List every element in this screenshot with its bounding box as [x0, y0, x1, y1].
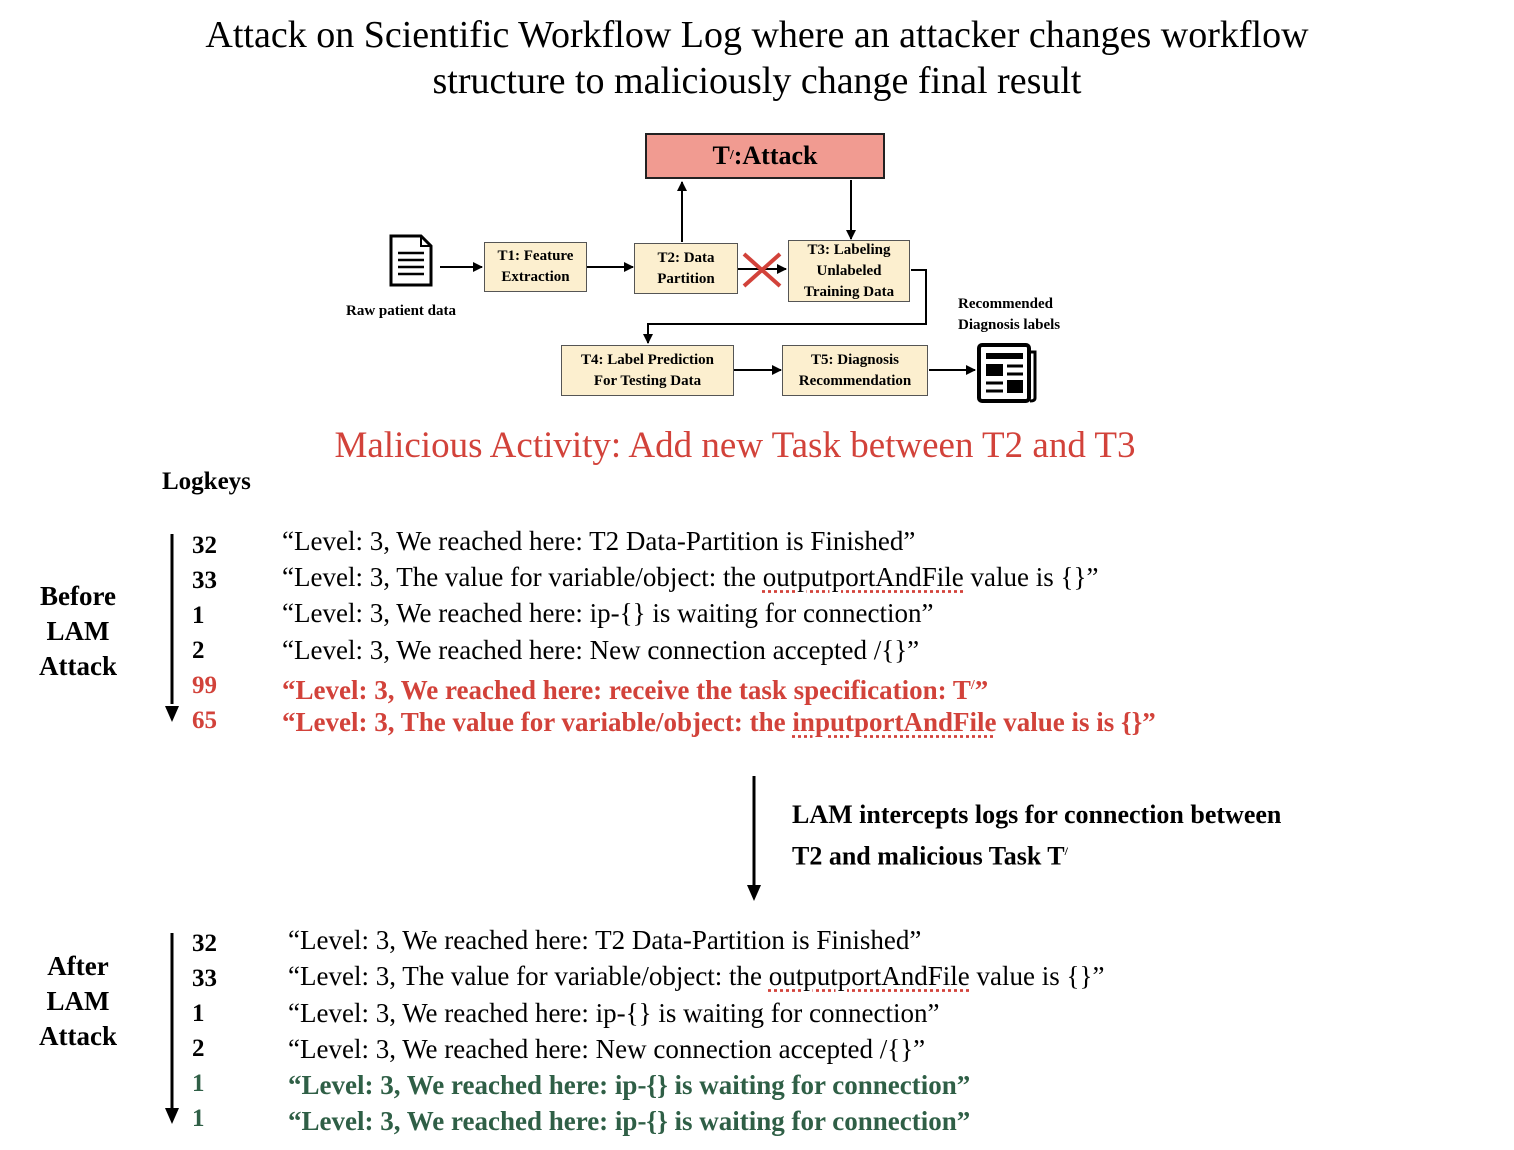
attack-task-box: T /:Attack [645, 133, 885, 179]
task-t4-box: T4: Label Prediction For Testing Data [561, 345, 734, 396]
log-text: “Level: 3, We reached here: ip-{} is wai… [282, 598, 934, 628]
log-text: “Level: 3, We reached here: receive the … [282, 675, 971, 705]
log-text: “Level: 3, The value for variable/object… [282, 707, 793, 737]
after-label-line-3: Attack [39, 1021, 117, 1051]
blocked-connection-cross-icon [742, 252, 782, 288]
before-key-1: 32 [192, 532, 217, 559]
page-title: Attack on Scientific Workflow Log where … [0, 12, 1514, 104]
log-text: “Level: 3, We reached here: New connecti… [282, 635, 920, 665]
log-sup: / [970, 678, 975, 693]
log-text-end: ” [974, 675, 989, 705]
log-text: “Level: 3, The value for variable/object… [282, 562, 763, 592]
after-key-5: 1 [192, 1070, 205, 1097]
task-t2-box: T2: Data Partition [634, 243, 738, 294]
before-key-3: 1 [192, 602, 205, 629]
task-t1-box: T1: Feature Extraction [484, 242, 587, 292]
after-log-row-5-injected: “Level: 3, We reached here: ip-{} is wai… [288, 1067, 970, 1103]
attack-label-sup: / [729, 148, 734, 163]
before-log-row-4: “Level: 3, We reached here: New connecti… [282, 632, 919, 668]
before-lam-attack-label: Before LAM Attack [18, 579, 138, 684]
attack-label-rest: :Attack [733, 141, 818, 170]
after-lam-attack-label: After LAM Attack [18, 949, 138, 1054]
malicious-activity-caption: Malicious Activity: Add new Task between… [334, 425, 1136, 466]
logkeys-header: Logkeys [162, 468, 251, 495]
after-label-line-1: After [47, 951, 109, 981]
t5-line-1: T5: Diagnosis [811, 351, 899, 368]
task-t5-box: T5: Diagnosis Recommendation [782, 345, 928, 396]
after-label-line-2: LAM [46, 986, 110, 1016]
t4-line-2: For Testing Data [593, 372, 702, 389]
log-text-end: value is {}” [969, 961, 1105, 991]
lam-note-line-2-sup: / [1064, 844, 1068, 858]
recommended-line-2: Diagnosis labels [958, 317, 1061, 333]
title-line-1: Attack on Scientific Workflow Log where … [205, 14, 1309, 56]
before-key-2: 33 [192, 567, 217, 594]
before-log-row-2: “Level: 3, The value for variable/object… [282, 559, 1098, 595]
after-log-row-2: “Level: 3, The value for variable/object… [288, 958, 1104, 994]
after-log-row-3: “Level: 3, We reached here: ip-{} is wai… [288, 995, 939, 1031]
log-text: “Level: 3, We reached here: ip-{} is wai… [288, 1106, 971, 1136]
raw-data-label: Raw patient data [346, 303, 457, 319]
t2-line-1: T2: Data [657, 249, 715, 266]
t5-line-2: Recommendation [798, 372, 912, 389]
log-identifier: outputportAndFile [768, 961, 970, 991]
log-text-end: value is {}” [963, 562, 1099, 592]
after-key-3: 1 [192, 1000, 205, 1027]
document-icon [389, 234, 433, 287]
t2-line-2: Partition [657, 270, 715, 287]
title-line-2: structure to maliciously change final re… [432, 60, 1082, 102]
after-key-4: 2 [192, 1035, 205, 1062]
recommended-labels-caption: Recommended Diagnosis labels [958, 294, 1060, 336]
log-identifier: outputportAndFile [762, 562, 964, 592]
before-label-line-2: LAM [46, 616, 110, 646]
log-text: “Level: 3, We reached here: New connecti… [288, 1034, 926, 1064]
lam-intercept-note: LAM intercepts logs for connection betwe… [792, 797, 1281, 875]
newspaper-icon [977, 343, 1037, 403]
before-log-row-6-malicious: “Level: 3, The value for variable/object… [282, 704, 1156, 740]
after-log-row-4: “Level: 3, We reached here: New connecti… [288, 1031, 925, 1067]
log-text: “Level: 3, We reached here: ip-{} is wai… [288, 998, 940, 1028]
after-key-1: 32 [192, 930, 217, 957]
after-key-6: 1 [192, 1105, 205, 1132]
before-label-line-1: Before [40, 581, 116, 611]
task-t3-box: T3: Labeling Unlabeled Training Data [788, 240, 910, 302]
log-text-end: value is is {}” [996, 707, 1156, 737]
t3-line-3: Training Data [803, 283, 895, 300]
t1-line-2: Extraction [501, 269, 570, 285]
t3-line-2: Unlabeled [816, 262, 882, 279]
attack-label-main: T [712, 141, 730, 170]
log-text: “Level: 3, The value for variable/object… [288, 961, 769, 991]
log-text: “Level: 3, We reached here: ip-{} is wai… [288, 1070, 971, 1100]
t1-line-1: T1: Feature [497, 248, 574, 264]
lam-note-line-2: T2 and malicious Task T/ [792, 833, 1281, 875]
log-text: “Level: 3, We reached here: T2 Data-Part… [288, 925, 922, 955]
lam-note-line-1: LAM intercepts logs for connection betwe… [792, 800, 1282, 829]
before-key-6: 65 [192, 707, 217, 734]
lam-note-line-2-main: T2 and malicious Task T [792, 841, 1065, 871]
before-log-row-3: “Level: 3, We reached here: ip-{} is wai… [282, 595, 933, 631]
before-label-line-3: Attack [39, 651, 117, 681]
recommended-line-1: Recommended [958, 296, 1053, 312]
after-log-row-6-injected: “Level: 3, We reached here: ip-{} is wai… [288, 1103, 970, 1139]
before-key-4: 2 [192, 637, 205, 664]
before-log-row-5-malicious: “Level: 3, We reached here: receive the … [282, 668, 988, 708]
log-text: “Level: 3, We reached here: T2 Data-Part… [282, 526, 916, 556]
log-identifier: inputportAndFile [792, 707, 997, 737]
before-key-5: 99 [192, 672, 217, 699]
t4-line-1: T4: Label Prediction [580, 351, 715, 368]
t3-line-1: T3: Labeling [807, 241, 891, 258]
before-log-row-1: “Level: 3, We reached here: T2 Data-Part… [282, 523, 915, 559]
after-key-2: 33 [192, 965, 217, 992]
after-log-row-1: “Level: 3, We reached here: T2 Data-Part… [288, 922, 921, 958]
